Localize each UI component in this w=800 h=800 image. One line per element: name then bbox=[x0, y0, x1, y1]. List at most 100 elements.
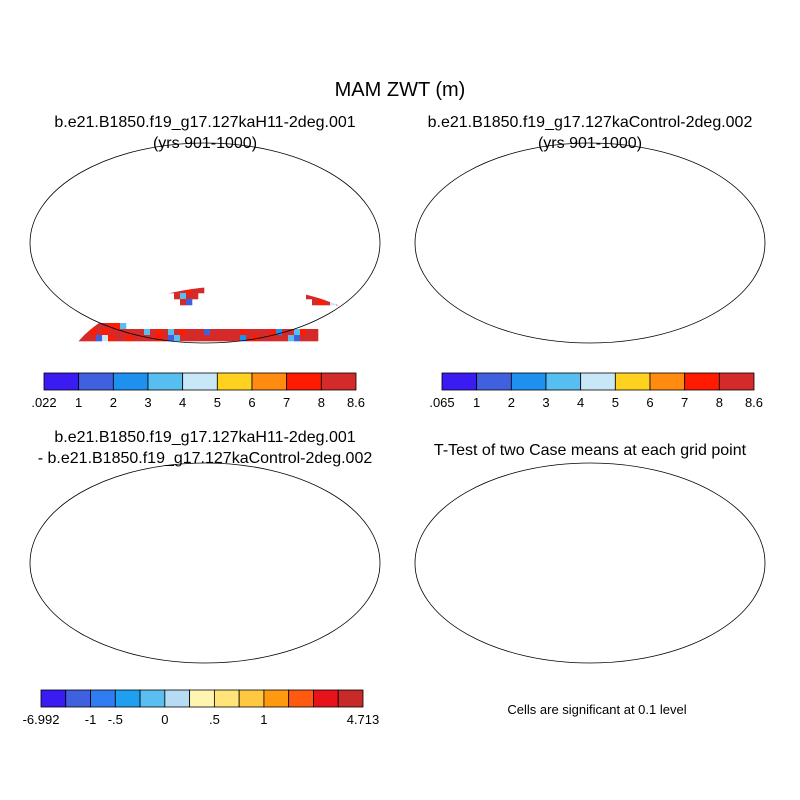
panel-a-grid-cell bbox=[156, 257, 162, 263]
panel-d-grid-cell bbox=[709, 565, 715, 571]
panel-a-grid-cell bbox=[354, 299, 361, 306]
panel-a-grid-cell bbox=[198, 329, 205, 336]
panel-d-grid-cell bbox=[619, 553, 625, 559]
panel-c-grid-cell bbox=[324, 583, 330, 589]
panel-c-grid-cell bbox=[144, 517, 150, 523]
panel-d-grid-cell bbox=[607, 559, 613, 565]
panel-b-grid-cell bbox=[511, 179, 517, 185]
panel-c-colorbar-swatch bbox=[313, 689, 339, 708]
panel-d-grid-cell bbox=[589, 553, 595, 559]
panel-c-grid-cell bbox=[36, 643, 42, 649]
panel-a-grid-cell bbox=[66, 323, 73, 330]
panel-c-grid-cell bbox=[240, 559, 246, 565]
panel-c-grid-cell bbox=[270, 529, 276, 535]
panel-b-grid-cell bbox=[757, 191, 763, 197]
panel-b-colorbar-tick-label: 4 bbox=[577, 395, 584, 410]
panel-c-grid-cell bbox=[306, 505, 312, 511]
panel-c-grid-cell bbox=[126, 505, 132, 511]
panel-a-grid-cell bbox=[210, 191, 216, 197]
panel-c-grid-cell bbox=[282, 529, 288, 535]
panel-a-grid-cell bbox=[360, 245, 366, 251]
panel-c-grid-cell bbox=[234, 499, 240, 505]
panel-c-grid-cell bbox=[342, 547, 348, 553]
panel-a-grid-cell bbox=[318, 299, 325, 306]
panel-d-grid-cell bbox=[745, 559, 751, 565]
panel-b-grid-cell bbox=[649, 257, 655, 263]
panel-a-grid-cell bbox=[60, 323, 67, 330]
panel-a-grid-cell bbox=[318, 173, 324, 179]
panel-c-grid-cell bbox=[234, 553, 240, 559]
panel-d-grid-cell bbox=[655, 571, 661, 577]
panel-c-grid-cell bbox=[210, 517, 216, 523]
panel-a-grid-cell bbox=[306, 191, 312, 197]
panel-b-grid-cell bbox=[457, 197, 463, 203]
panel-b-grid-cell bbox=[499, 185, 505, 191]
panel-c-grid-cell bbox=[84, 517, 90, 523]
panel-c-grid-cell bbox=[132, 511, 138, 517]
panel-b-grid-cell bbox=[631, 191, 637, 197]
panel-b-grid-cell bbox=[757, 245, 763, 251]
panel-c-grid-cell bbox=[330, 541, 336, 547]
panel-b-grid-cell bbox=[673, 215, 679, 221]
panel-c-grid-cell bbox=[300, 493, 306, 499]
panel-c-grid-cell bbox=[306, 499, 312, 505]
panel-a-grid-cell bbox=[156, 275, 162, 281]
panel-b-grid-cell bbox=[691, 179, 697, 185]
panel-b-grid-cell bbox=[637, 263, 643, 269]
panel-a-grid-cell bbox=[342, 245, 348, 251]
panel-d-grid-cell bbox=[685, 571, 691, 577]
panel-a-grid-cell bbox=[192, 269, 198, 275]
panel-c-grid-cell bbox=[90, 499, 96, 505]
panel-c-grid-cell bbox=[228, 499, 234, 505]
panel-a-grid-cell bbox=[216, 215, 222, 221]
panel-a-grid-cell bbox=[330, 245, 336, 251]
panel-b-grid-cell bbox=[571, 197, 577, 203]
panel-c-grid-cell bbox=[78, 649, 84, 655]
panel-c-grid-cell bbox=[198, 655, 204, 661]
panel-b-grid-cell bbox=[685, 335, 691, 341]
panel-b-grid-cell bbox=[499, 197, 505, 203]
panel-b-grid-cell bbox=[715, 245, 721, 251]
panel-b-grid-cell bbox=[547, 329, 553, 335]
panel-a-grid-cell bbox=[54, 179, 60, 185]
panel-b-grid-cell bbox=[727, 263, 733, 269]
panel-a-grid-cell bbox=[234, 227, 240, 233]
panel-c-grid-cell bbox=[198, 493, 204, 499]
panel-b-grid-cell bbox=[451, 329, 457, 335]
panel-d-grid-cell bbox=[631, 517, 637, 523]
panel-c-grid-cell bbox=[114, 643, 120, 649]
panel-a-grid-cell bbox=[294, 257, 300, 263]
panel-c-subtitle: - b.e21.B1850.f19_g17.127kaControl-2deg.… bbox=[38, 450, 373, 467]
panel-a-grid-cell bbox=[54, 185, 60, 191]
panel-a-grid-cell bbox=[318, 287, 325, 294]
panel-a-grid-cell bbox=[258, 227, 264, 233]
panel-a-grid-cell bbox=[246, 233, 252, 239]
panel-b-grid-cell bbox=[673, 239, 679, 245]
panel-b-grid-cell bbox=[679, 197, 685, 203]
panel-c-grid-cell bbox=[288, 577, 294, 583]
panel-d-grid-cell bbox=[655, 565, 661, 571]
panel-a-grid-cell bbox=[324, 221, 330, 227]
panel-c-grid-cell bbox=[228, 535, 234, 541]
panel-c-grid-cell bbox=[252, 649, 258, 655]
panel-c-grid-cell bbox=[180, 487, 186, 493]
panel-c-grid-cell bbox=[336, 595, 342, 601]
panel-d-grid-cell bbox=[637, 493, 643, 499]
panel-a-grid-cell bbox=[210, 329, 217, 336]
panel-b-grid-cell bbox=[661, 197, 667, 203]
panel-c-grid-cell bbox=[216, 499, 222, 505]
panel-a-grid-cell bbox=[174, 335, 181, 342]
panel-a-grid-cell bbox=[276, 233, 282, 239]
panel-c-grid-cell bbox=[360, 559, 366, 565]
panel-d-grid-cell bbox=[721, 571, 727, 577]
panel-c-grid-cell bbox=[228, 493, 234, 499]
panel-c-grid-cell bbox=[144, 523, 150, 529]
panel-c-grid-cell bbox=[264, 523, 270, 529]
panel-d-grid-cell bbox=[583, 607, 589, 613]
panel-a-grid-cell bbox=[246, 269, 252, 275]
panel-d-grid-cell bbox=[517, 535, 523, 541]
panel-b-grid-cell bbox=[739, 293, 745, 299]
panel-a-grid-cell bbox=[294, 191, 300, 197]
panel-b-grid-cell bbox=[517, 227, 523, 233]
panel-b-grid-cell bbox=[475, 167, 481, 173]
